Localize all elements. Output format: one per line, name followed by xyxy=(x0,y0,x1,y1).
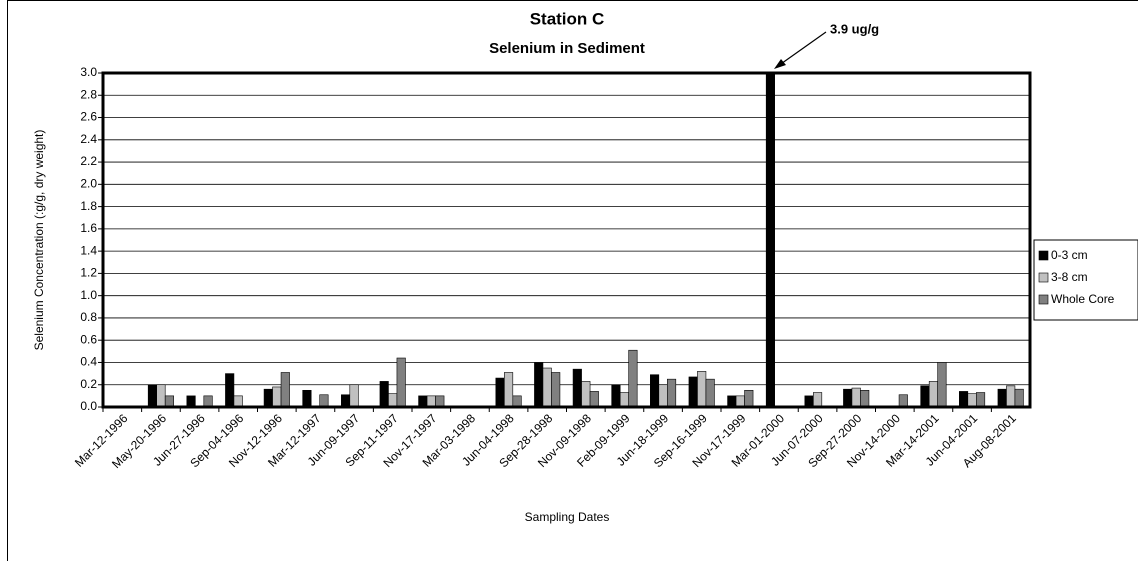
y-tick-label: 2.0 xyxy=(80,177,97,191)
plot-area xyxy=(103,73,1030,407)
bar xyxy=(435,395,445,407)
bar xyxy=(225,373,235,407)
bar xyxy=(937,362,947,407)
bar xyxy=(735,395,745,407)
legend xyxy=(1033,239,1138,321)
bar xyxy=(551,372,561,407)
bar xyxy=(319,394,329,407)
y-tick-label: 2.6 xyxy=(80,110,97,124)
y-tick-label: 3.0 xyxy=(80,65,97,79)
y-tick-label: 2.2 xyxy=(80,154,97,168)
legend-label: Whole Core xyxy=(1051,292,1115,306)
bar xyxy=(426,395,436,407)
bar xyxy=(504,372,514,407)
y-tick-label: 2.8 xyxy=(80,87,97,101)
bar xyxy=(341,394,351,407)
bar xyxy=(650,374,660,407)
bar xyxy=(705,378,715,407)
x-axis-label: Sampling Dates xyxy=(525,510,610,524)
bar xyxy=(512,395,522,407)
bar xyxy=(1006,385,1016,407)
legend-label: 3-8 cm xyxy=(1051,270,1088,284)
y-axis-label: Selenium Concentration (:g/g, dry weight… xyxy=(32,130,46,351)
y-tick-label: 0.4 xyxy=(80,355,97,369)
bar xyxy=(727,395,737,407)
bar xyxy=(851,387,861,407)
y-tick-label: 0.2 xyxy=(80,377,97,391)
bar xyxy=(164,395,174,407)
bar xyxy=(804,395,814,407)
bar xyxy=(581,381,591,407)
y-tick-label: 1.0 xyxy=(80,288,97,302)
legend-swatch xyxy=(1038,250,1049,261)
bar xyxy=(379,381,389,407)
bar xyxy=(959,391,969,407)
bar xyxy=(388,393,398,407)
bar xyxy=(744,389,754,407)
y-tick-label: 1.8 xyxy=(80,199,97,213)
y-tick-label: 1.4 xyxy=(80,243,97,257)
y-tick-label: 1.6 xyxy=(80,221,97,235)
bar xyxy=(418,395,428,407)
bar xyxy=(697,371,707,407)
bar xyxy=(928,381,938,407)
bar xyxy=(898,394,908,407)
bar xyxy=(263,388,273,407)
bar xyxy=(186,395,196,407)
bar xyxy=(813,392,823,407)
bar xyxy=(976,392,986,407)
annotation-arrowhead xyxy=(774,59,786,69)
bar xyxy=(765,73,775,407)
bar xyxy=(619,392,629,407)
plot-border xyxy=(101,71,1032,409)
bar xyxy=(272,386,282,407)
chart-title: Station C xyxy=(530,9,605,28)
bar xyxy=(611,384,621,407)
bar xyxy=(967,393,977,407)
bar xyxy=(280,372,290,407)
chart-subtitle: Selenium in Sediment xyxy=(489,40,645,57)
bar xyxy=(667,378,677,407)
annotation: 3.9 ug/g xyxy=(830,21,879,36)
bar xyxy=(534,362,544,407)
bar xyxy=(658,384,668,407)
bar xyxy=(396,357,406,407)
bar xyxy=(589,391,599,407)
bar xyxy=(843,388,853,407)
bar xyxy=(542,367,552,407)
bar xyxy=(203,395,213,407)
bar xyxy=(997,388,1007,407)
bar xyxy=(147,384,157,407)
bar xyxy=(688,376,698,407)
y-tick-label: 0.8 xyxy=(80,310,97,324)
y-tick-label: 0.0 xyxy=(80,399,97,413)
legend-swatch xyxy=(1038,294,1049,305)
bar xyxy=(572,368,582,407)
y-tick-label: 1.2 xyxy=(80,266,97,280)
bar xyxy=(349,384,359,407)
legend-swatch xyxy=(1038,272,1049,283)
bar xyxy=(156,384,166,407)
bar xyxy=(860,389,870,407)
bar xyxy=(495,377,505,407)
bar xyxy=(302,389,312,407)
bar xyxy=(628,349,638,407)
legend-label: 0-3 cm xyxy=(1051,248,1088,262)
annotation-arrow xyxy=(777,31,827,67)
bar xyxy=(1014,388,1024,407)
bar xyxy=(233,395,243,407)
y-tick-label: 2.4 xyxy=(80,132,97,146)
bar xyxy=(920,385,930,407)
y-tick-label: 0.6 xyxy=(80,332,97,346)
